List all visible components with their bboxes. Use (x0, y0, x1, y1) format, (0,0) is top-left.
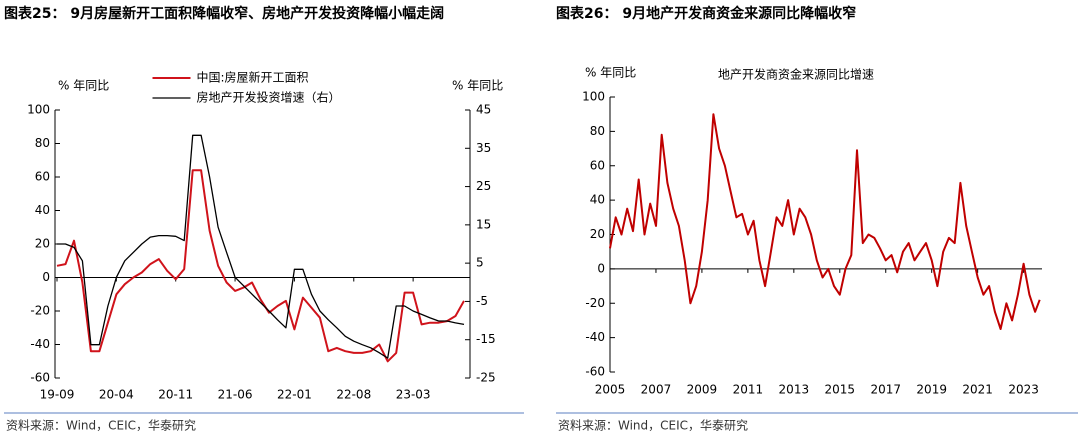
y2-axis-label: % 年同比 (452, 79, 503, 93)
x-tick-label: 2017 (870, 383, 901, 397)
caption-box: 图表25： 9月房屋新开工面积降幅收窄、房地产开发投资降幅小幅走阔 (4, 6, 445, 22)
y-axis-label: % 年同比 (585, 66, 636, 80)
y2-tick-label: -15 (476, 332, 496, 346)
y-tick-label: -40 (585, 330, 605, 344)
y2-tick-label: 5 (476, 256, 484, 270)
y-tick-label: 20 (35, 237, 50, 251)
x-tick-label: 20-04 (99, 388, 134, 402)
y-tick-label: -20 (30, 304, 50, 318)
y-tick-label: -60 (585, 365, 605, 379)
y-tick-label: 60 (590, 158, 605, 172)
data-line (56, 169, 465, 363)
y-tick-label: -20 (585, 296, 605, 310)
x-tick-label: 2011 (733, 383, 764, 397)
y2-tick-label: -25 (476, 371, 496, 385)
x-tick-label: 2005 (595, 383, 626, 397)
source: 资料来源：Wind，CEIC，华泰研究 (558, 418, 748, 433)
chart-title: 地产开发商资金来源同比增速 (718, 67, 874, 82)
y-tick-label: 0 (42, 270, 50, 284)
x-tick-label: 2023 (1008, 383, 1039, 397)
x-tick-label: 2007 (641, 383, 672, 397)
x-tick-label: 2009 (687, 383, 718, 397)
y2-tick-label: 25 (476, 179, 491, 193)
y-tick-label: 80 (35, 136, 50, 150)
y-tick-label: -60 (30, 371, 50, 385)
x-tick-label: 19-09 (40, 388, 75, 402)
y-tick-label: 40 (590, 193, 605, 207)
x-tick-label: 2013 (779, 383, 810, 397)
caption: 图表26： 9月地产开发商资金来源同比降幅收窄 (556, 6, 857, 22)
y-tick-label: 100 (27, 103, 50, 117)
source: 资料来源：Wind，CEIC，华泰研究 (6, 418, 196, 433)
y-tick-label: 100 (582, 90, 605, 104)
y2-tick-label: 15 (476, 217, 491, 231)
legend-label: 中国:房屋新开工面积 (197, 70, 309, 85)
data-line (609, 113, 1041, 330)
x-tick-label: 20-11 (158, 388, 193, 402)
y-tick-label: 0 (597, 261, 605, 275)
caption-box: 图表26： 9月地产开发商资金来源同比降幅收窄 (556, 6, 857, 22)
x-tick-label: 2015 (825, 383, 856, 397)
x-tick-label: 2021 (962, 383, 993, 397)
legend-label: 房地产开发投资增速（右） (197, 90, 341, 105)
y2-tick-label: -5 (476, 294, 488, 308)
y-tick-label: -40 (30, 337, 50, 351)
x-tick-label: 2019 (916, 383, 947, 397)
y-tick-label: 80 (590, 124, 605, 138)
x-tick-label: 22-01 (277, 388, 312, 402)
y-tick-label: 60 (35, 170, 50, 184)
y-axis-label: % 年同比 (58, 79, 109, 93)
data-line (57, 134, 465, 359)
y2-tick-label: 35 (476, 141, 491, 155)
caption: 图表25： 9月房屋新开工面积降幅收窄、房地产开发投资降幅小幅走阔 (4, 6, 445, 22)
y-tick-label: 20 (590, 227, 605, 241)
y-tick-label: 40 (35, 203, 50, 217)
x-tick-label: 22-08 (336, 388, 371, 402)
y2-tick-label: 45 (476, 103, 491, 117)
x-tick-label: 21-06 (218, 388, 253, 402)
x-tick-label: 23-03 (396, 388, 431, 402)
